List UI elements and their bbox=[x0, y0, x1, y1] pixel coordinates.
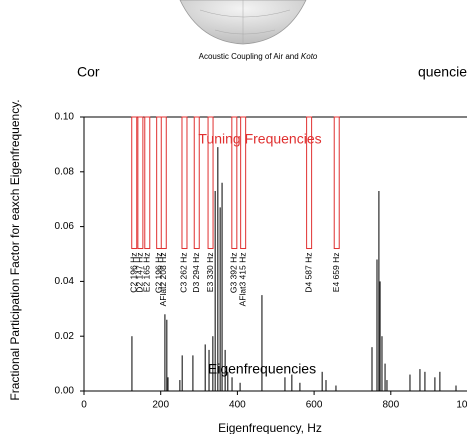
tuning-box bbox=[131, 116, 138, 250]
tuning-box bbox=[181, 116, 188, 250]
y-tick-label: 0.00 bbox=[55, 386, 75, 397]
tuning-annotation: Tuning Frequencies bbox=[198, 131, 321, 147]
y-tick-label: 0.06 bbox=[55, 221, 75, 232]
tuning-box bbox=[193, 116, 200, 250]
x-tick-label: 1000 bbox=[456, 400, 467, 411]
y-tick-label: 0.08 bbox=[55, 166, 75, 177]
tuning-label: C2 196 Hz bbox=[128, 253, 138, 293]
tuning-label: D3 294 Hz bbox=[191, 253, 201, 293]
x-tick-label: 400 bbox=[229, 400, 246, 411]
x-tick-label: 800 bbox=[382, 400, 399, 411]
tuning-label: AFlat3 415 Hz bbox=[237, 253, 247, 307]
tuning-label: AFlat2 208 Hz bbox=[158, 253, 168, 307]
tuning-label: C3 262 Hz bbox=[179, 253, 189, 293]
tuning-box bbox=[240, 116, 247, 250]
y-axis-label: Fractional Participation Factor for eaxc… bbox=[8, 99, 22, 400]
title-fragment: Cor bbox=[77, 64, 100, 80]
tuning-box bbox=[137, 116, 144, 250]
tuning-label: E2 165 Hz bbox=[142, 253, 152, 293]
tuning-box bbox=[207, 116, 214, 250]
caption-text: Acoustic Coupling of Air and bbox=[199, 52, 301, 61]
eigen-annotation: Eigenfrequencies bbox=[208, 361, 316, 377]
caption-italic: Koto bbox=[301, 52, 318, 61]
tuning-box bbox=[333, 116, 340, 250]
title-fragment: quencie bbox=[418, 64, 467, 80]
tuning-label: G3 392 Hz bbox=[229, 253, 239, 294]
tuning-box bbox=[144, 116, 151, 250]
tuning-label: G2 196 Hz bbox=[153, 253, 163, 294]
tuning-box bbox=[231, 116, 238, 250]
x-tick-label: 200 bbox=[152, 400, 169, 411]
y-tick-label: 0.10 bbox=[55, 112, 75, 123]
y-tick-label: 0.04 bbox=[55, 276, 75, 287]
tuning-label: D4 587 Hz bbox=[303, 253, 313, 293]
x-axis-label: Eigenfrequency, Hz bbox=[218, 421, 322, 434]
tuning-label: E4 659 Hz bbox=[331, 253, 341, 293]
x-tick-label: 0 bbox=[81, 400, 87, 411]
tuning-box bbox=[306, 116, 313, 250]
caption: Acoustic Coupling of Air and Koto bbox=[199, 52, 318, 61]
x-tick-label: 600 bbox=[306, 400, 323, 411]
tuning-label: D2 147 Hz bbox=[135, 253, 145, 293]
tuning-label: E3 330 Hz bbox=[205, 253, 215, 293]
sphere-mesh bbox=[199, 0, 291, 44]
tuning-box bbox=[160, 116, 167, 250]
y-tick-label: 0.02 bbox=[55, 331, 75, 342]
